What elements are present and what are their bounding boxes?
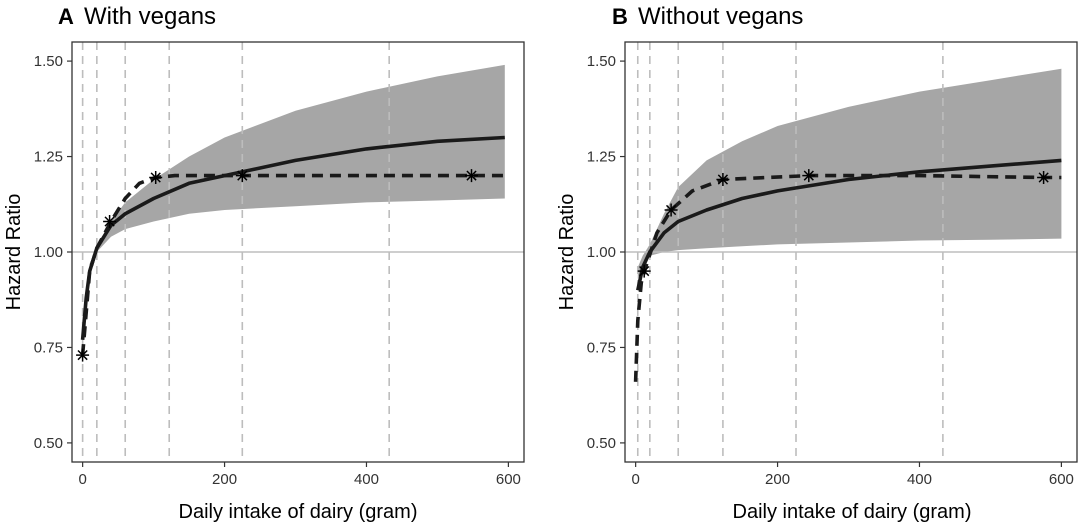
panel-b: B Without vegans Daily intake of dairy (… <box>556 3 1078 523</box>
panel-b-series-dashed-line <box>633 173 1062 382</box>
panel-b-marker-2 <box>716 173 730 186</box>
panel-a-marker-2 <box>149 171 163 184</box>
panel-a-marker-3 <box>235 169 249 183</box>
panel-a-x-tick-label-2: 400 <box>354 471 379 488</box>
panel-b-x-axis-title: Daily intake of dairy (gram) <box>733 501 972 523</box>
panel-a-y-tick-label-0: 0.50 <box>34 435 63 452</box>
panel-b-marker-4 <box>1037 171 1051 184</box>
panel-b-x-tick-label-0: 0 <box>631 471 639 488</box>
panel-b-marker-1 <box>664 203 678 217</box>
panel-a-marker-4 <box>465 169 478 183</box>
panel-a-y-tick-label-2: 1.00 <box>34 244 63 261</box>
panel-a-marker-0 <box>76 348 90 362</box>
panel-a-letter: A <box>58 4 74 29</box>
panel-b-y-tick-label-0: 0.50 <box>587 435 616 452</box>
panel-b-x-tick-label-1: 200 <box>765 471 790 488</box>
panel-b-y-tick-label-3: 1.25 <box>587 149 616 166</box>
panel-b-x-tick-label-2: 400 <box>907 471 932 488</box>
panel-a-marker-1 <box>103 215 117 228</box>
panel-a-confidence-band <box>82 64 505 337</box>
panel-b-marker-0 <box>637 264 651 278</box>
panel-a-y-tick-label-1: 0.75 <box>34 339 63 356</box>
panel-b-letter: B <box>612 4 628 29</box>
panel-a-plot: 0 200 400 600 0.50 0.75 1.00 1.25 1.50 <box>34 41 525 488</box>
panel-a-x-tick-label-0: 0 <box>78 471 86 488</box>
panel-a-series-solid-line <box>80 135 505 340</box>
panel-a-x-tick-label-3: 600 <box>496 471 521 488</box>
panel-b-plot: 0 200 400 600 0.50 0.75 1.00 1.25 1.50 <box>587 41 1078 488</box>
panel-a-series-dashed-line <box>80 173 505 356</box>
panel-a-x-tick-label-1: 200 <box>212 471 237 488</box>
panel-a: A With vegans Daily intake of dairy (gra… <box>3 3 525 523</box>
panel-b-marker-3 <box>802 169 816 183</box>
panel-a-x-axis-title: Daily intake of dairy (gram) <box>179 501 418 523</box>
panel-b-y-tick-label-2: 1.00 <box>587 244 616 261</box>
panel-b-title: Without vegans <box>638 3 803 30</box>
panel-b-y-axis-title: Hazard Ratio <box>556 194 578 311</box>
panel-b-y-tick-label-4: 1.50 <box>587 53 616 70</box>
panel-b-x-tick-label-3: 600 <box>1049 471 1074 488</box>
panel-b-confidence-band <box>637 68 1062 279</box>
panel-a-y-tick-label-4: 1.50 <box>34 53 63 70</box>
panel-b-y-tick-label-1: 0.75 <box>587 339 616 356</box>
panel-a-y-tick-label-3: 1.25 <box>34 149 63 166</box>
panel-a-y-axis-title: Hazard Ratio <box>3 194 25 311</box>
panel-a-title: With vegans <box>84 3 216 30</box>
